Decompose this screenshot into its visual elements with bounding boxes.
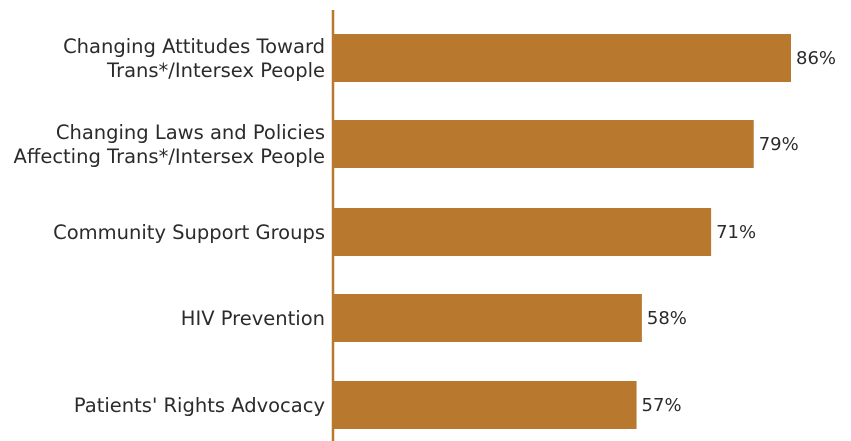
data-label: 58% — [647, 308, 687, 329]
value-labels-group: 86% 79% 71% 58% 57% — [642, 48, 836, 416]
bars-group — [333, 34, 791, 429]
category-label: Changing Attitudes Toward — [63, 35, 325, 58]
bar — [333, 120, 754, 168]
data-label: 79% — [759, 134, 799, 155]
category-label: Patients' Rights Advocacy — [74, 394, 325, 417]
category-label: Affecting Trans*/Intersex People — [14, 145, 325, 168]
bar — [333, 34, 791, 82]
bar — [333, 381, 637, 429]
data-label: 57% — [642, 395, 682, 416]
data-label: 86% — [796, 48, 836, 69]
data-label: 71% — [716, 222, 756, 243]
category-label: HIV Prevention — [181, 307, 325, 330]
bar — [333, 208, 712, 256]
category-label: Community Support Groups — [53, 221, 325, 244]
category-label: Trans*/Intersex People — [106, 59, 325, 82]
bar — [333, 294, 642, 342]
category-labels-group: Changing Attitudes TowardTrans*/Intersex… — [14, 35, 325, 417]
category-label: Changing Laws and Policies — [56, 121, 325, 144]
